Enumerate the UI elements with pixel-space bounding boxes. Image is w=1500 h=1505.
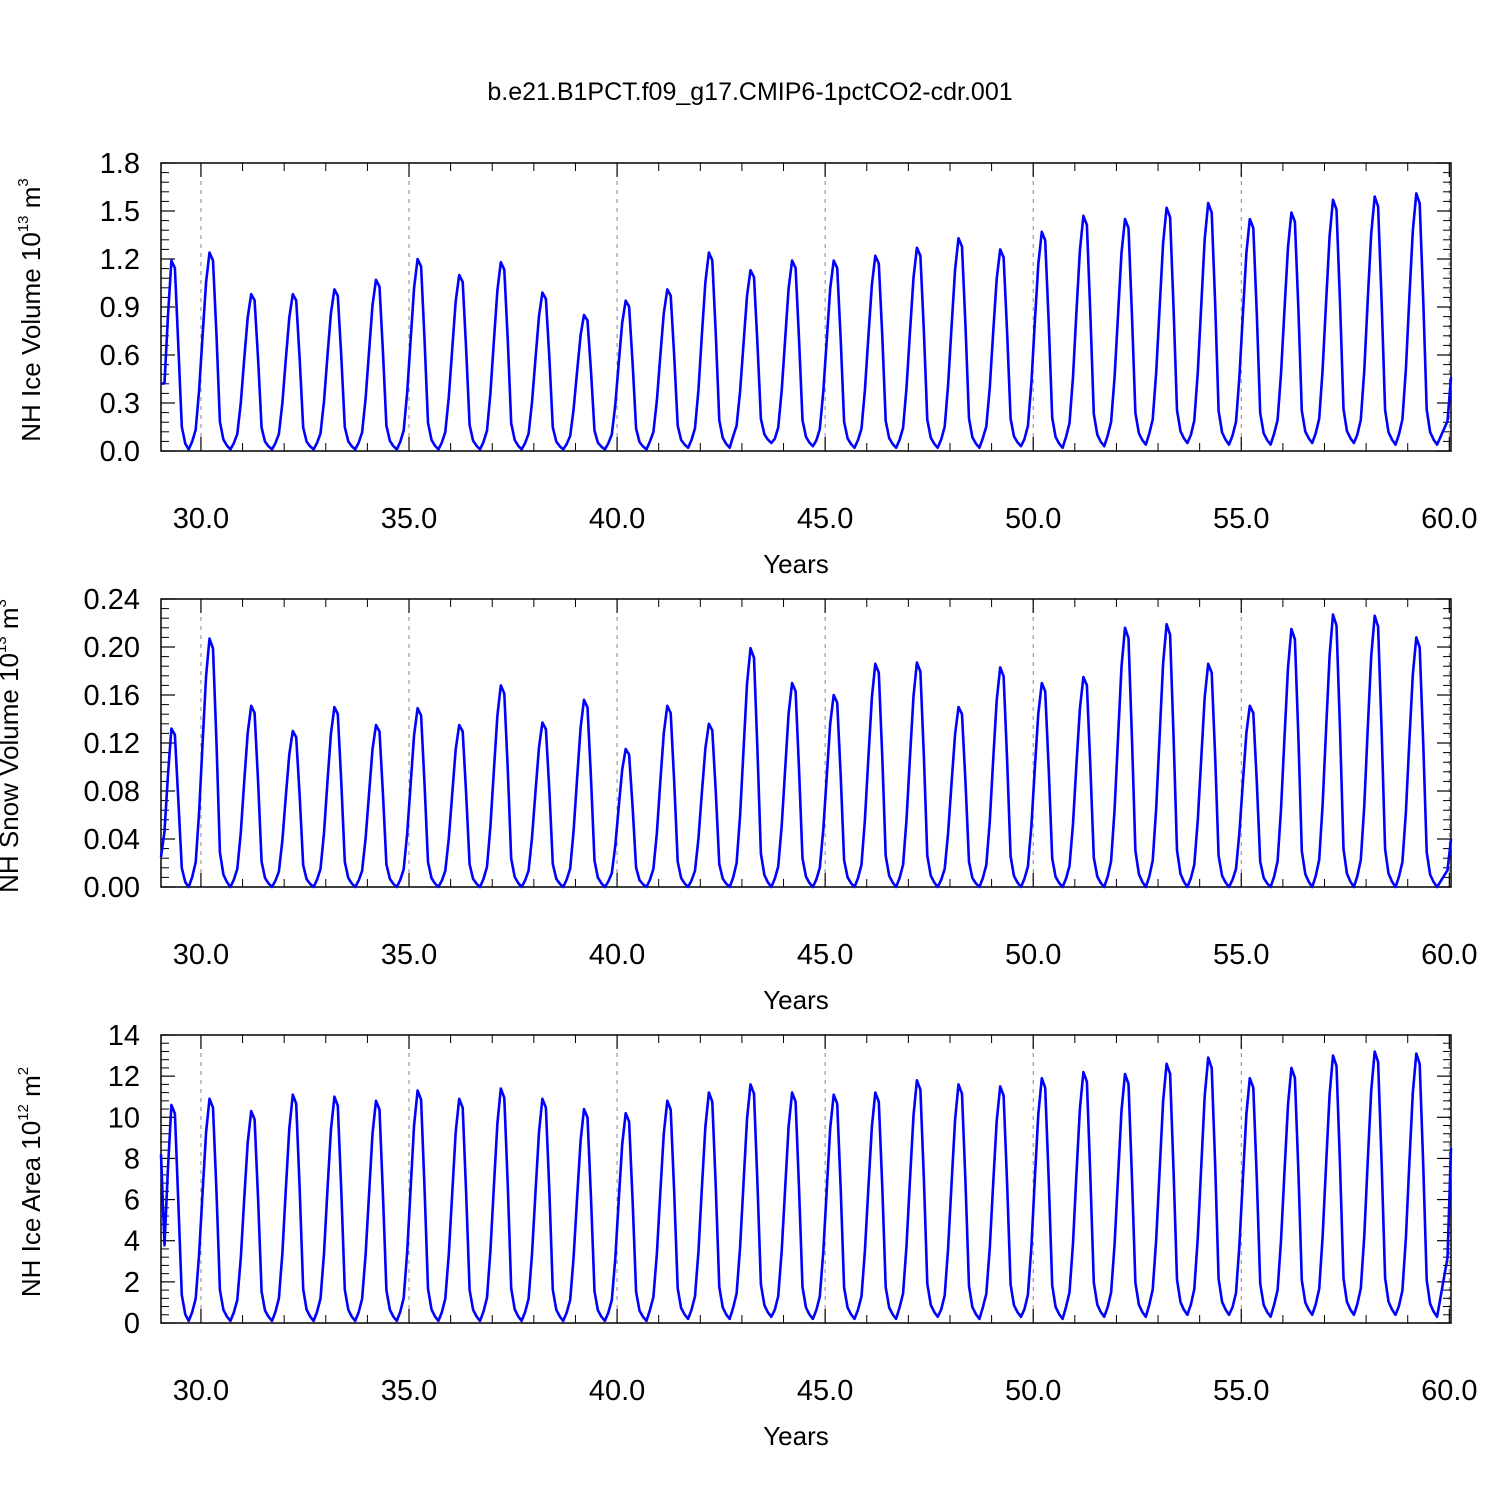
y-tick-label: 10	[108, 1102, 140, 1134]
y-axis-label-part: NH Ice Area 10	[16, 1121, 46, 1297]
x-tick-label: 45.0	[797, 1375, 853, 1407]
plot-frame	[160, 162, 1452, 452]
x-tick-label: 50.0	[1005, 1375, 1061, 1407]
panel-2: 30.0 35.0 40.0 45.0 50.0 55.0 60.0 0.00 0.04 0.08…	[0, 584, 1478, 1015]
panel-1: 30.0 35.0 40.0 45.0 50.0 55.0 60.0 0.0 0.3 0.6 0.9…	[15, 148, 1478, 579]
x-tick-label: 30.0	[173, 503, 229, 535]
y-tick-label: 4	[124, 1226, 140, 1258]
y-tick-label: 14	[108, 1020, 140, 1052]
y-tick-label: 2	[124, 1267, 140, 1299]
y-axis-label-part: 2	[15, 1067, 32, 1075]
x-tick-label: 35.0	[381, 1375, 437, 1407]
y-tick-label: 0.08	[84, 776, 140, 808]
y-tick-label: 8	[124, 1143, 140, 1175]
x-tick-label: 35.0	[381, 939, 437, 971]
series-line	[159, 613, 1453, 889]
y-tick-label: 1.8	[100, 148, 140, 180]
x-tick-label: 55.0	[1213, 939, 1269, 971]
x-tick-label: 30.0	[173, 1375, 229, 1407]
y-axis-label-part: 12	[15, 1104, 32, 1121]
y-axis-label-part: m	[16, 187, 46, 216]
y-tick-label: 1.5	[100, 196, 140, 228]
x-tick-label: 55.0	[1213, 1375, 1269, 1407]
y-tick-label: 0.0	[100, 436, 140, 468]
x-tick-label: 60.0	[1421, 503, 1477, 535]
plot-frame	[160, 598, 1452, 888]
y-axis-label-part: 3	[0, 599, 10, 607]
x-axis-label: Years	[763, 549, 829, 579]
x-tick-label: 35.0	[381, 503, 437, 535]
series-line	[160, 192, 1453, 451]
y-tick-label: 0.20	[84, 632, 140, 664]
y-axis-label-part: NH Snow Volume 10	[0, 653, 24, 893]
y-tick-label: 0.24	[84, 584, 140, 616]
series-line	[159, 1050, 1453, 1323]
y-tick-label: 12	[108, 1061, 140, 1093]
x-tick-label: 45.0	[797, 939, 853, 971]
y-tick-label: 0.04	[84, 824, 140, 856]
figure-title: b.e21.B1PCT.f09_g17.CMIP6-1pctCO2-cdr.00…	[487, 78, 1012, 106]
y-tick-label: 1.2	[100, 244, 140, 276]
x-tick-label: 40.0	[589, 1375, 645, 1407]
y-tick-label: 0.00	[84, 872, 140, 904]
x-axis-label: Years	[763, 985, 829, 1015]
x-tick-label: 40.0	[589, 503, 645, 535]
y-tick-label: 0.6	[100, 340, 140, 372]
y-axis-label-part: 3	[15, 178, 32, 186]
x-tick-label: 45.0	[797, 503, 853, 535]
y-axis-label-part: m	[0, 607, 24, 636]
x-tick-label: 50.0	[1005, 939, 1061, 971]
y-axis-label-part: NH Ice Volume 10	[16, 232, 46, 442]
y-axis-label-part: m	[16, 1075, 46, 1104]
y-axis-label-part: 13	[15, 215, 32, 232]
panel-3: 30.0 35.0 40.0 45.0 50.0 55.0 60.0 0 2 4 6 8 10 12 14 Y…	[15, 1020, 1478, 1451]
y-tick-label: 0.3	[100, 388, 140, 420]
y-axis-label: NH Ice Area 1012 m2	[15, 1067, 46, 1297]
y-axis-label: NH Snow Volume 1013 m3	[0, 599, 24, 893]
x-tick-label: 55.0	[1213, 503, 1269, 535]
y-axis-label-part: 13	[0, 636, 10, 653]
panels: 30.0 35.0 40.0 45.0 50.0 55.0 60.0 0.0 0.3 0.6 0.9…	[0, 148, 1478, 1451]
x-tick-label: 60.0	[1421, 1375, 1477, 1407]
y-tick-label: 0	[124, 1308, 140, 1340]
x-tick-label: 40.0	[589, 939, 645, 971]
y-tick-label: 6	[124, 1185, 140, 1217]
x-tick-label: 60.0	[1421, 939, 1477, 971]
x-axis-label: Years	[763, 1421, 829, 1451]
x-tick-label: 50.0	[1005, 503, 1061, 535]
y-tick-label: 0.12	[84, 728, 140, 760]
y-axis-label: NH Ice Volume 1013 m3	[15, 178, 46, 441]
y-tick-label: 0.16	[84, 680, 140, 712]
x-tick-label: 30.0	[173, 939, 229, 971]
y-tick-label: 0.9	[100, 292, 140, 324]
